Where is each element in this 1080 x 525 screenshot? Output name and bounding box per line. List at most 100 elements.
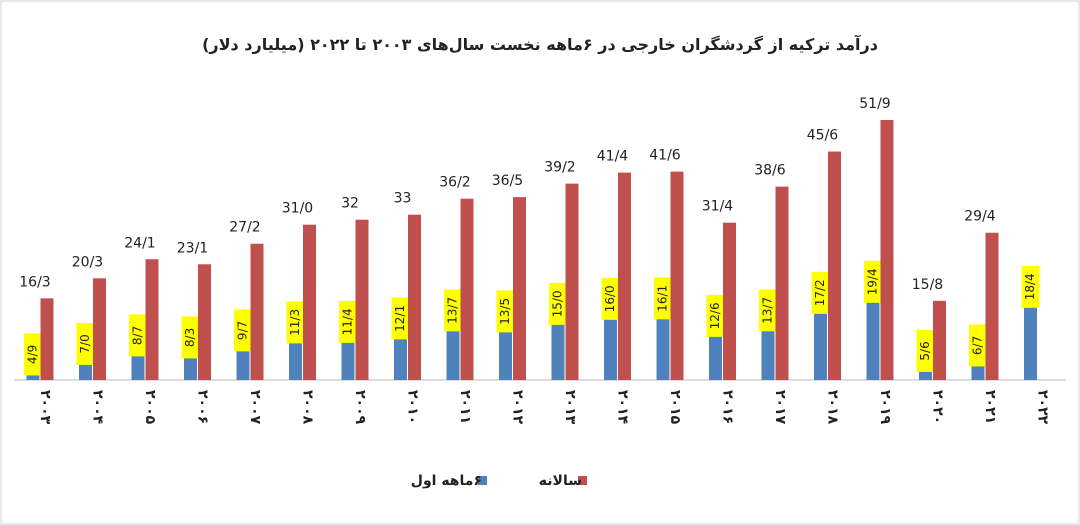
x-tick-label: ۲۰۰۵ bbox=[142, 390, 158, 425]
data-label: 15/8 bbox=[912, 277, 943, 293]
x-tick-label: ۲۰۱۸ bbox=[825, 390, 841, 425]
bar bbox=[775, 186, 789, 380]
label-box bbox=[1021, 265, 1040, 308]
data-label: 5/6 bbox=[918, 341, 932, 360]
label-box bbox=[969, 324, 987, 367]
label-box bbox=[339, 300, 357, 343]
data-label: 6/7 bbox=[971, 336, 985, 355]
label-box bbox=[76, 322, 95, 365]
data-label: 8/7 bbox=[131, 326, 145, 345]
bar bbox=[866, 282, 880, 380]
data-label: 20/3 bbox=[72, 254, 103, 270]
data-label: 13/7 bbox=[446, 297, 460, 324]
label-box bbox=[601, 277, 620, 320]
bar bbox=[880, 120, 894, 380]
bar bbox=[985, 232, 999, 380]
x-tick-label: ۲۰۰۳ bbox=[37, 390, 53, 425]
data-label: 12/1 bbox=[393, 305, 407, 332]
x-tick-label: ۲۰۲۲ bbox=[1035, 390, 1051, 425]
data-label: 51/9 bbox=[859, 96, 890, 112]
label-box bbox=[654, 277, 672, 320]
label-box bbox=[864, 260, 882, 303]
x-tick-label: ۲۰۱۵ bbox=[667, 390, 683, 425]
label-box bbox=[916, 329, 935, 372]
label-box bbox=[549, 282, 567, 325]
legend-label: ۶ماهه اول bbox=[411, 473, 482, 489]
bar bbox=[460, 198, 474, 380]
bar bbox=[828, 151, 841, 380]
data-label: 13/7 bbox=[761, 297, 775, 324]
bar bbox=[198, 264, 211, 380]
data-label: 7/0 bbox=[78, 334, 92, 353]
label-box bbox=[234, 309, 252, 352]
bar bbox=[656, 299, 670, 380]
bar bbox=[408, 214, 421, 380]
data-label: 23/1 bbox=[177, 240, 208, 256]
x-tick-label: ۲۰۱۹ bbox=[877, 390, 893, 425]
data-label: 38/6 bbox=[754, 163, 786, 179]
x-tick-label: ۲۰۰۹ bbox=[352, 390, 368, 425]
label-box bbox=[181, 316, 200, 359]
data-label: 29/4 bbox=[964, 209, 996, 225]
x-tick-label: ۲۰۲۰ bbox=[930, 390, 946, 424]
bar bbox=[93, 278, 106, 380]
data-label: 16/0 bbox=[603, 285, 617, 312]
data-label: 8/3 bbox=[183, 328, 197, 347]
data-label: 31/4 bbox=[702, 199, 734, 215]
bar bbox=[604, 299, 617, 380]
bar bbox=[670, 171, 684, 380]
data-label: 12/6 bbox=[708, 302, 722, 329]
bar bbox=[723, 222, 736, 380]
legend-swatch bbox=[578, 476, 587, 485]
bar bbox=[40, 298, 54, 380]
x-tick-label: ۲۰۱۴ bbox=[615, 390, 631, 425]
data-label: 18/4 bbox=[1023, 273, 1037, 300]
data-label: 41/4 bbox=[597, 149, 629, 165]
data-label: 27/2 bbox=[229, 220, 260, 236]
label-box bbox=[444, 289, 462, 332]
data-label: 32 bbox=[341, 196, 359, 212]
bar bbox=[250, 243, 264, 380]
data-label: 16/3 bbox=[19, 274, 50, 290]
legend-swatch bbox=[478, 476, 487, 485]
x-tick-label: ۲۰۰۶ bbox=[195, 390, 211, 424]
data-label: 4/9 bbox=[26, 345, 40, 364]
chart-title: درآمد ترکیه از گردشگران خارجی در ۶ماهه ن… bbox=[202, 34, 878, 54]
bar bbox=[1024, 287, 1037, 380]
x-tick-label: ۲۰۲۱ bbox=[982, 390, 998, 424]
x-tick-label: ۲۰۱۳ bbox=[562, 390, 578, 425]
x-tick-label: ۲۰۱۰ bbox=[405, 390, 421, 424]
data-label: 11/3 bbox=[288, 309, 302, 336]
data-label: 16/1 bbox=[656, 285, 670, 312]
data-label: 19/4 bbox=[866, 268, 880, 295]
bar bbox=[814, 293, 827, 380]
x-tick-label: ۲۰۱۲ bbox=[510, 390, 526, 425]
bar bbox=[565, 183, 579, 380]
data-label: 41/6 bbox=[649, 148, 681, 164]
data-label: 36/2 bbox=[439, 175, 470, 191]
data-label: 17/2 bbox=[813, 279, 827, 306]
bar bbox=[303, 224, 316, 380]
data-label: 31/0 bbox=[282, 201, 313, 217]
x-tick-label: ۲۰۰۸ bbox=[300, 390, 316, 425]
data-label: 33 bbox=[394, 191, 412, 207]
legend-label: سالانه bbox=[539, 473, 582, 489]
bar bbox=[933, 300, 946, 380]
label-box bbox=[759, 289, 777, 332]
label-box bbox=[391, 297, 410, 340]
x-tick-label: ۲۰۱۷ bbox=[772, 390, 788, 425]
x-tick-label: ۲۰۰۷ bbox=[247, 390, 263, 425]
data-label: 9/7 bbox=[236, 321, 250, 340]
x-tick-label: ۲۰۱۶ bbox=[720, 390, 736, 424]
label-box bbox=[286, 301, 305, 344]
bar bbox=[355, 219, 369, 380]
label-box bbox=[129, 314, 147, 357]
label-box bbox=[496, 290, 515, 333]
data-label: 39/2 bbox=[544, 160, 575, 176]
bar bbox=[618, 172, 631, 380]
label-box bbox=[24, 333, 42, 376]
label-box bbox=[811, 271, 830, 314]
bar bbox=[145, 259, 159, 380]
